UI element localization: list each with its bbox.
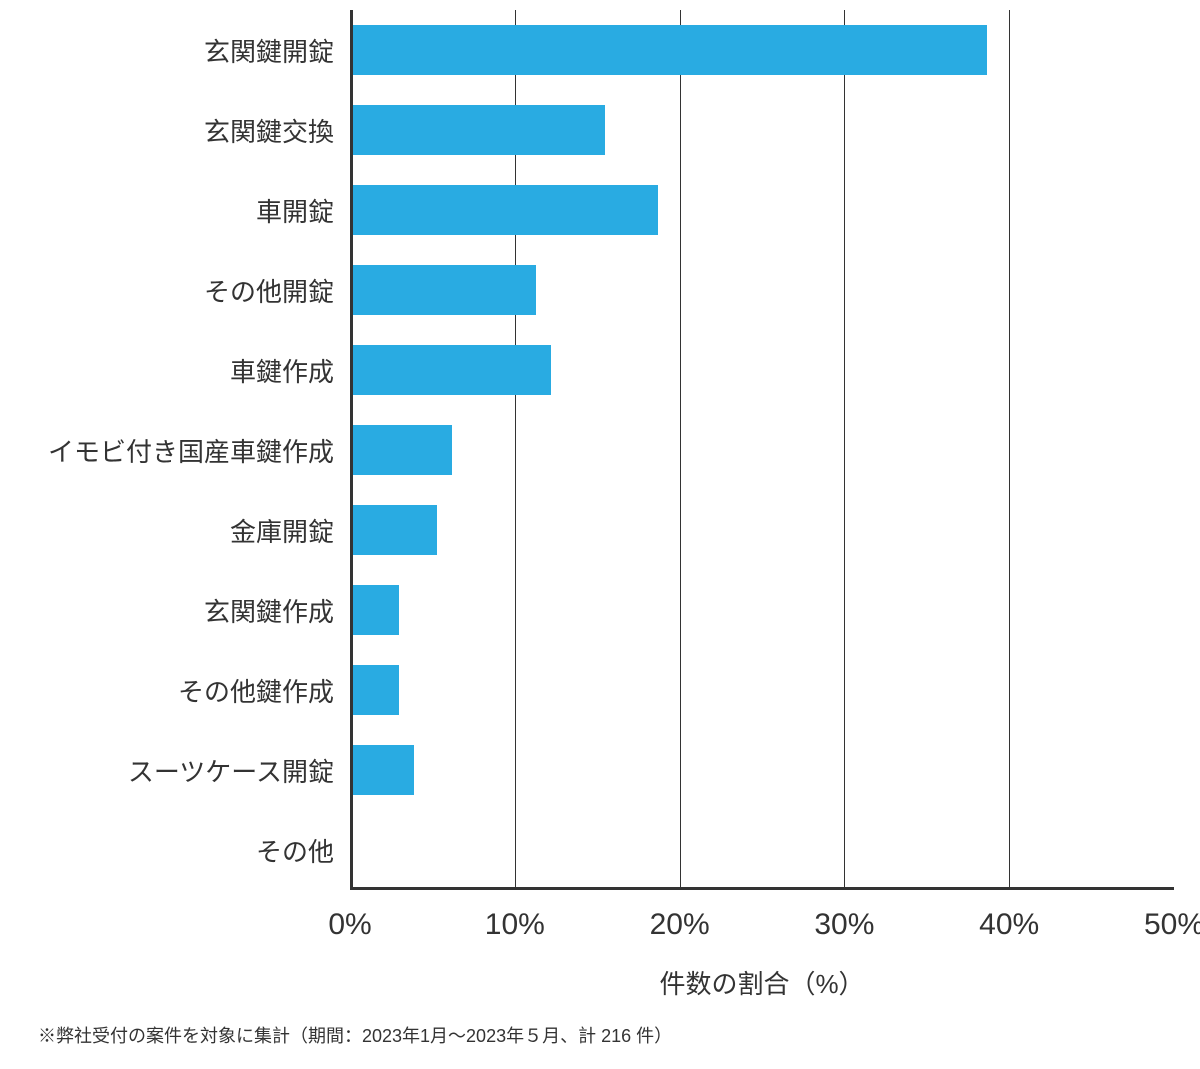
y-category-label: 金庫開錠 xyxy=(230,512,334,549)
y-category-label: 玄関鍵交換 xyxy=(204,112,334,149)
x-tick-label: 10% xyxy=(485,908,545,942)
footnote-text: ※弊社受付の案件を対象に集計（期間：2023年1月～2023年５月、計 216 … xyxy=(38,1022,672,1048)
bar xyxy=(353,585,399,635)
bar xyxy=(353,25,987,75)
bar xyxy=(353,185,658,235)
bar xyxy=(353,105,605,155)
x-axis-title: 件数の割合（%） xyxy=(659,964,864,1001)
y-category-label: その他 xyxy=(256,832,334,869)
y-category-label: 玄関鍵開錠 xyxy=(204,32,334,69)
y-category-label: イモビ付き国産車鍵作成 xyxy=(48,432,334,469)
bar xyxy=(353,745,414,795)
y-category-label: 車鍵作成 xyxy=(230,352,334,389)
y-category-label: 玄関鍵作成 xyxy=(204,592,334,629)
bar xyxy=(353,425,452,475)
gridline xyxy=(844,10,845,890)
y-category-label: その他鍵作成 xyxy=(178,672,334,709)
y-category-label: その他開錠 xyxy=(204,272,334,309)
chart-container: 玄関鍵開錠玄関鍵交換車開錠その他開錠車鍵作成イモビ付き国産車鍵作成金庫開錠玄関鍵… xyxy=(0,0,1200,1069)
x-tick-label: 0% xyxy=(328,908,371,942)
gridline xyxy=(680,10,681,890)
bar xyxy=(353,505,437,555)
x-tick-label: 20% xyxy=(650,908,710,942)
x-tick-label: 50% xyxy=(1144,908,1200,942)
y-category-label: 車開錠 xyxy=(256,192,334,229)
bar xyxy=(353,665,399,715)
gridline xyxy=(1009,10,1010,890)
x-tick-label: 40% xyxy=(979,908,1039,942)
bar xyxy=(353,265,536,315)
bar xyxy=(353,345,551,395)
x-tick-label: 30% xyxy=(814,908,874,942)
y-category-label: スーツケース開錠 xyxy=(128,752,334,789)
